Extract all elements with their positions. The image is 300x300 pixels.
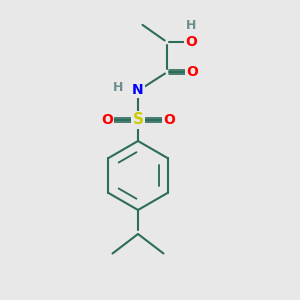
Text: O: O <box>101 113 113 127</box>
Text: O: O <box>185 35 197 49</box>
Text: O: O <box>186 65 198 79</box>
Text: H: H <box>186 19 197 32</box>
Text: O: O <box>163 113 175 127</box>
Text: H: H <box>113 81 124 94</box>
Text: N: N <box>132 83 144 97</box>
Text: S: S <box>133 112 143 128</box>
